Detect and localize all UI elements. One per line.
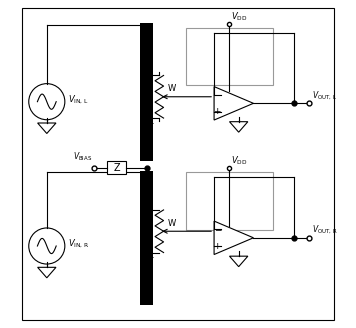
Text: Z: Z [113,163,120,173]
Text: $V_{\mathrm{IN,\,R}}$: $V_{\mathrm{IN,\,R}}$ [68,238,90,251]
Text: −: − [214,91,221,99]
Bar [140,23,153,161]
Text: $V_{\mathrm{IN,\,L}}$: $V_{\mathrm{IN,\,L}}$ [68,94,89,106]
Text: $V_{\mathrm{DD}}$: $V_{\mathrm{DD}}$ [231,10,248,23]
Polygon shape [214,221,253,255]
Text: −: − [214,225,221,234]
Text: H: H [146,202,153,211]
Text: H: H [146,68,153,77]
Text: $V_{\mathrm{OUT,\,L}}$: $V_{\mathrm{OUT,\,L}}$ [312,90,337,102]
Text: L: L [148,251,153,260]
Text: $V_{\mathrm{DD}}$: $V_{\mathrm{DD}}$ [231,155,248,167]
Bar [140,171,153,305]
Text: +: + [214,242,221,251]
Text: $V_{\mathrm{OUT,\,R}}$: $V_{\mathrm{OUT,\,R}}$ [312,224,337,236]
Polygon shape [214,87,253,120]
Text: $V_{\mathrm{BIAS}}$: $V_{\mathrm{BIAS}}$ [73,150,93,163]
Text: W: W [168,85,176,93]
Bar [186,172,273,230]
Text: W: W [168,219,176,228]
Text: L: L [148,117,153,126]
Text: +: + [214,107,221,116]
Bar [108,161,126,174]
Bar [186,28,273,85]
